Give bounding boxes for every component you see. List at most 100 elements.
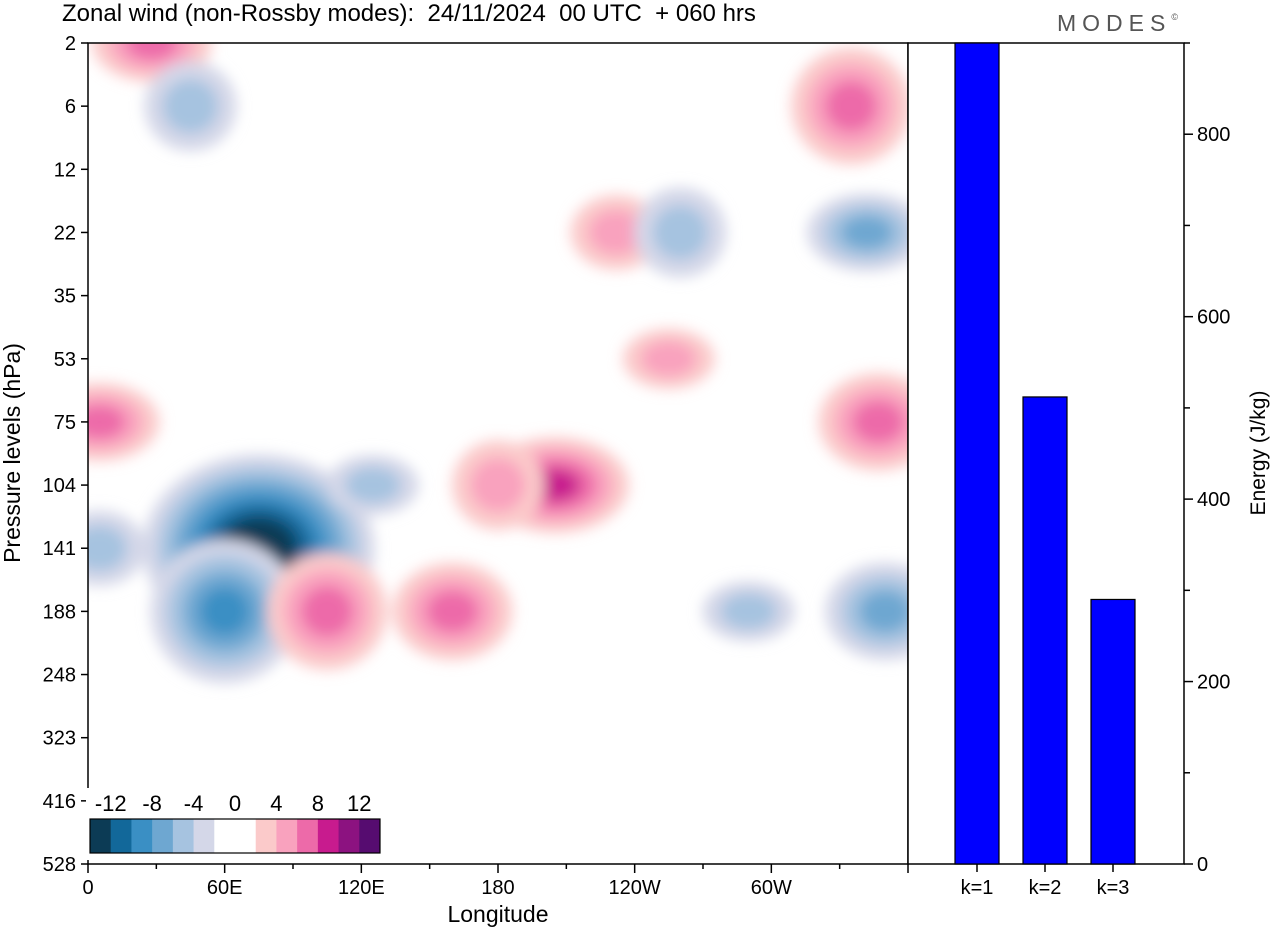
x-tick-label: 60E — [207, 877, 243, 899]
heatmap-contour — [426, 590, 479, 633]
y-tick-label: 75 — [54, 412, 76, 434]
heatmap-feature — [150, 539, 299, 684]
colorbar: -12 -8 -4 0 4 8 12 — [86, 788, 384, 860]
y-tick-label: 528 — [43, 854, 76, 876]
y-tick-label: 53 — [54, 349, 76, 371]
colorbar-swatch — [193, 819, 215, 853]
heatmap-y-axis: 2 6 12 22 35 53 75 104 141 188 248 323 416 528 — [43, 33, 88, 876]
x-tick-label: 0 — [82, 877, 93, 899]
bar-y-tick-label: 400 — [1197, 489, 1230, 511]
bar-y-axis: 0 200 400 600 800 — [1184, 42, 1230, 876]
heatmap-feature — [807, 193, 908, 272]
heatmap-feature — [622, 328, 715, 389]
colorbar-frame — [89, 818, 381, 854]
colorbar-label: 4 — [270, 791, 282, 816]
heatmap-contour — [301, 586, 353, 637]
heatmap-contour — [652, 205, 708, 260]
heatmap-contour — [588, 209, 645, 255]
x-tick-label: 120W — [609, 877, 661, 899]
modes-logo: MODES© — [1057, 10, 1178, 37]
energy-bar-chart: 0 200 400 600 800 k=1 k=2 k=3 Energy (J/kg) — [907, 42, 1270, 899]
heatmap-contour — [825, 81, 877, 132]
bar-y-tick-label: 600 — [1197, 307, 1230, 329]
bar-y-tick-label: 0 — [1197, 854, 1208, 876]
colorbar-swatch — [359, 819, 381, 853]
heatmap-contour — [641, 340, 697, 377]
colorbar-swatch — [90, 819, 112, 853]
heatmap-y-label: Pressure levels (hPa) — [0, 343, 25, 563]
y-tick-label: 2 — [65, 33, 76, 55]
bar-k2 — [1022, 396, 1068, 865]
heatmap-field — [88, 43, 908, 684]
heatmap-feature — [326, 455, 419, 516]
chart-title: Zonal wind (non-Rossby modes): 24/11/202… — [62, 0, 756, 27]
colorbar-label: 8 — [312, 791, 324, 816]
heatmap-feature — [818, 373, 908, 471]
heatmap-x-axis: 0 60E 120E 180 120W 60W — [82, 864, 909, 899]
heatmap-feature — [634, 187, 727, 278]
heatmap-feature — [88, 510, 146, 586]
colorbar-label: -4 — [184, 791, 204, 816]
colorbar-swatch — [317, 819, 340, 853]
logo-text: MODES — [1057, 10, 1172, 36]
heatmap-feature — [144, 61, 237, 152]
bar-x-tick-label: k=1 — [961, 877, 994, 899]
heatmap-contour — [720, 593, 777, 630]
y-tick-label: 22 — [54, 222, 76, 244]
bar-x-tick-label: k=2 — [1029, 877, 1062, 899]
y-tick-label: 104 — [43, 475, 76, 497]
heatmap-feature — [267, 552, 388, 670]
heatmap-contour — [126, 43, 178, 60]
heatmap-contour — [199, 587, 250, 636]
y-tick-label: 248 — [43, 665, 76, 687]
bar-k1 — [954, 42, 1000, 865]
colorbar-swatch — [110, 819, 132, 853]
bar-x-axis: k=1 k=2 k=3 — [961, 864, 1130, 899]
heatmap-contour — [859, 590, 908, 633]
colorbar-swatch — [214, 819, 236, 853]
colorbar-swatch — [255, 819, 277, 853]
colorbar-swatch — [297, 819, 319, 853]
bar-y-tick-label: 800 — [1197, 124, 1230, 146]
heatmap-contour — [470, 458, 526, 513]
colorbar-swatch — [131, 819, 153, 853]
y-tick-label: 6 — [65, 96, 76, 118]
heatmap-feature — [825, 562, 908, 661]
heatmap-x-label: Longitude — [447, 901, 548, 927]
y-tick-label: 35 — [54, 286, 76, 308]
heatmap: 2 6 12 22 35 53 75 104 141 188 248 323 416 528 0 60E 12… — [0, 33, 909, 927]
bar-y-label: Energy (J/kg) — [1247, 391, 1270, 516]
y-tick-label: 323 — [43, 728, 76, 750]
colorbar-label: -12 — [95, 791, 127, 816]
x-tick-label: 180 — [481, 877, 514, 899]
y-tick-label: 188 — [43, 601, 76, 623]
heatmap-contour — [88, 405, 126, 439]
heatmap-feature — [392, 562, 513, 661]
heatmap-feature — [88, 382, 160, 461]
colorbar-swatch — [235, 819, 257, 853]
bar-x-tick-label: k=3 — [1097, 877, 1130, 899]
colorbar-swatch — [338, 819, 360, 853]
colorbar-swatch — [172, 819, 195, 853]
heatmap-contour — [345, 467, 401, 504]
y-tick-label: 141 — [43, 538, 76, 560]
colorbar-swatch — [276, 819, 298, 853]
heatmap-contour — [852, 401, 905, 443]
heatmap-contour — [88, 525, 127, 571]
heatmap-contour — [162, 79, 219, 134]
bar-y-tick-label: 200 — [1197, 672, 1230, 694]
bar-k3 — [1090, 598, 1136, 865]
colorbar-label: 12 — [347, 791, 371, 816]
x-tick-label: 60W — [751, 877, 792, 899]
y-tick-label: 12 — [54, 159, 76, 181]
heatmap-feature — [791, 47, 908, 165]
x-tick-label: 120E — [338, 877, 385, 899]
y-tick-label: 416 — [43, 791, 76, 813]
heatmap-feature — [452, 440, 544, 531]
bars — [954, 42, 1136, 865]
logo-mark: © — [1171, 12, 1178, 22]
colorbar-label: -8 — [142, 791, 162, 816]
heatmap-feature — [702, 581, 795, 642]
colorbar-swatch — [152, 819, 174, 853]
